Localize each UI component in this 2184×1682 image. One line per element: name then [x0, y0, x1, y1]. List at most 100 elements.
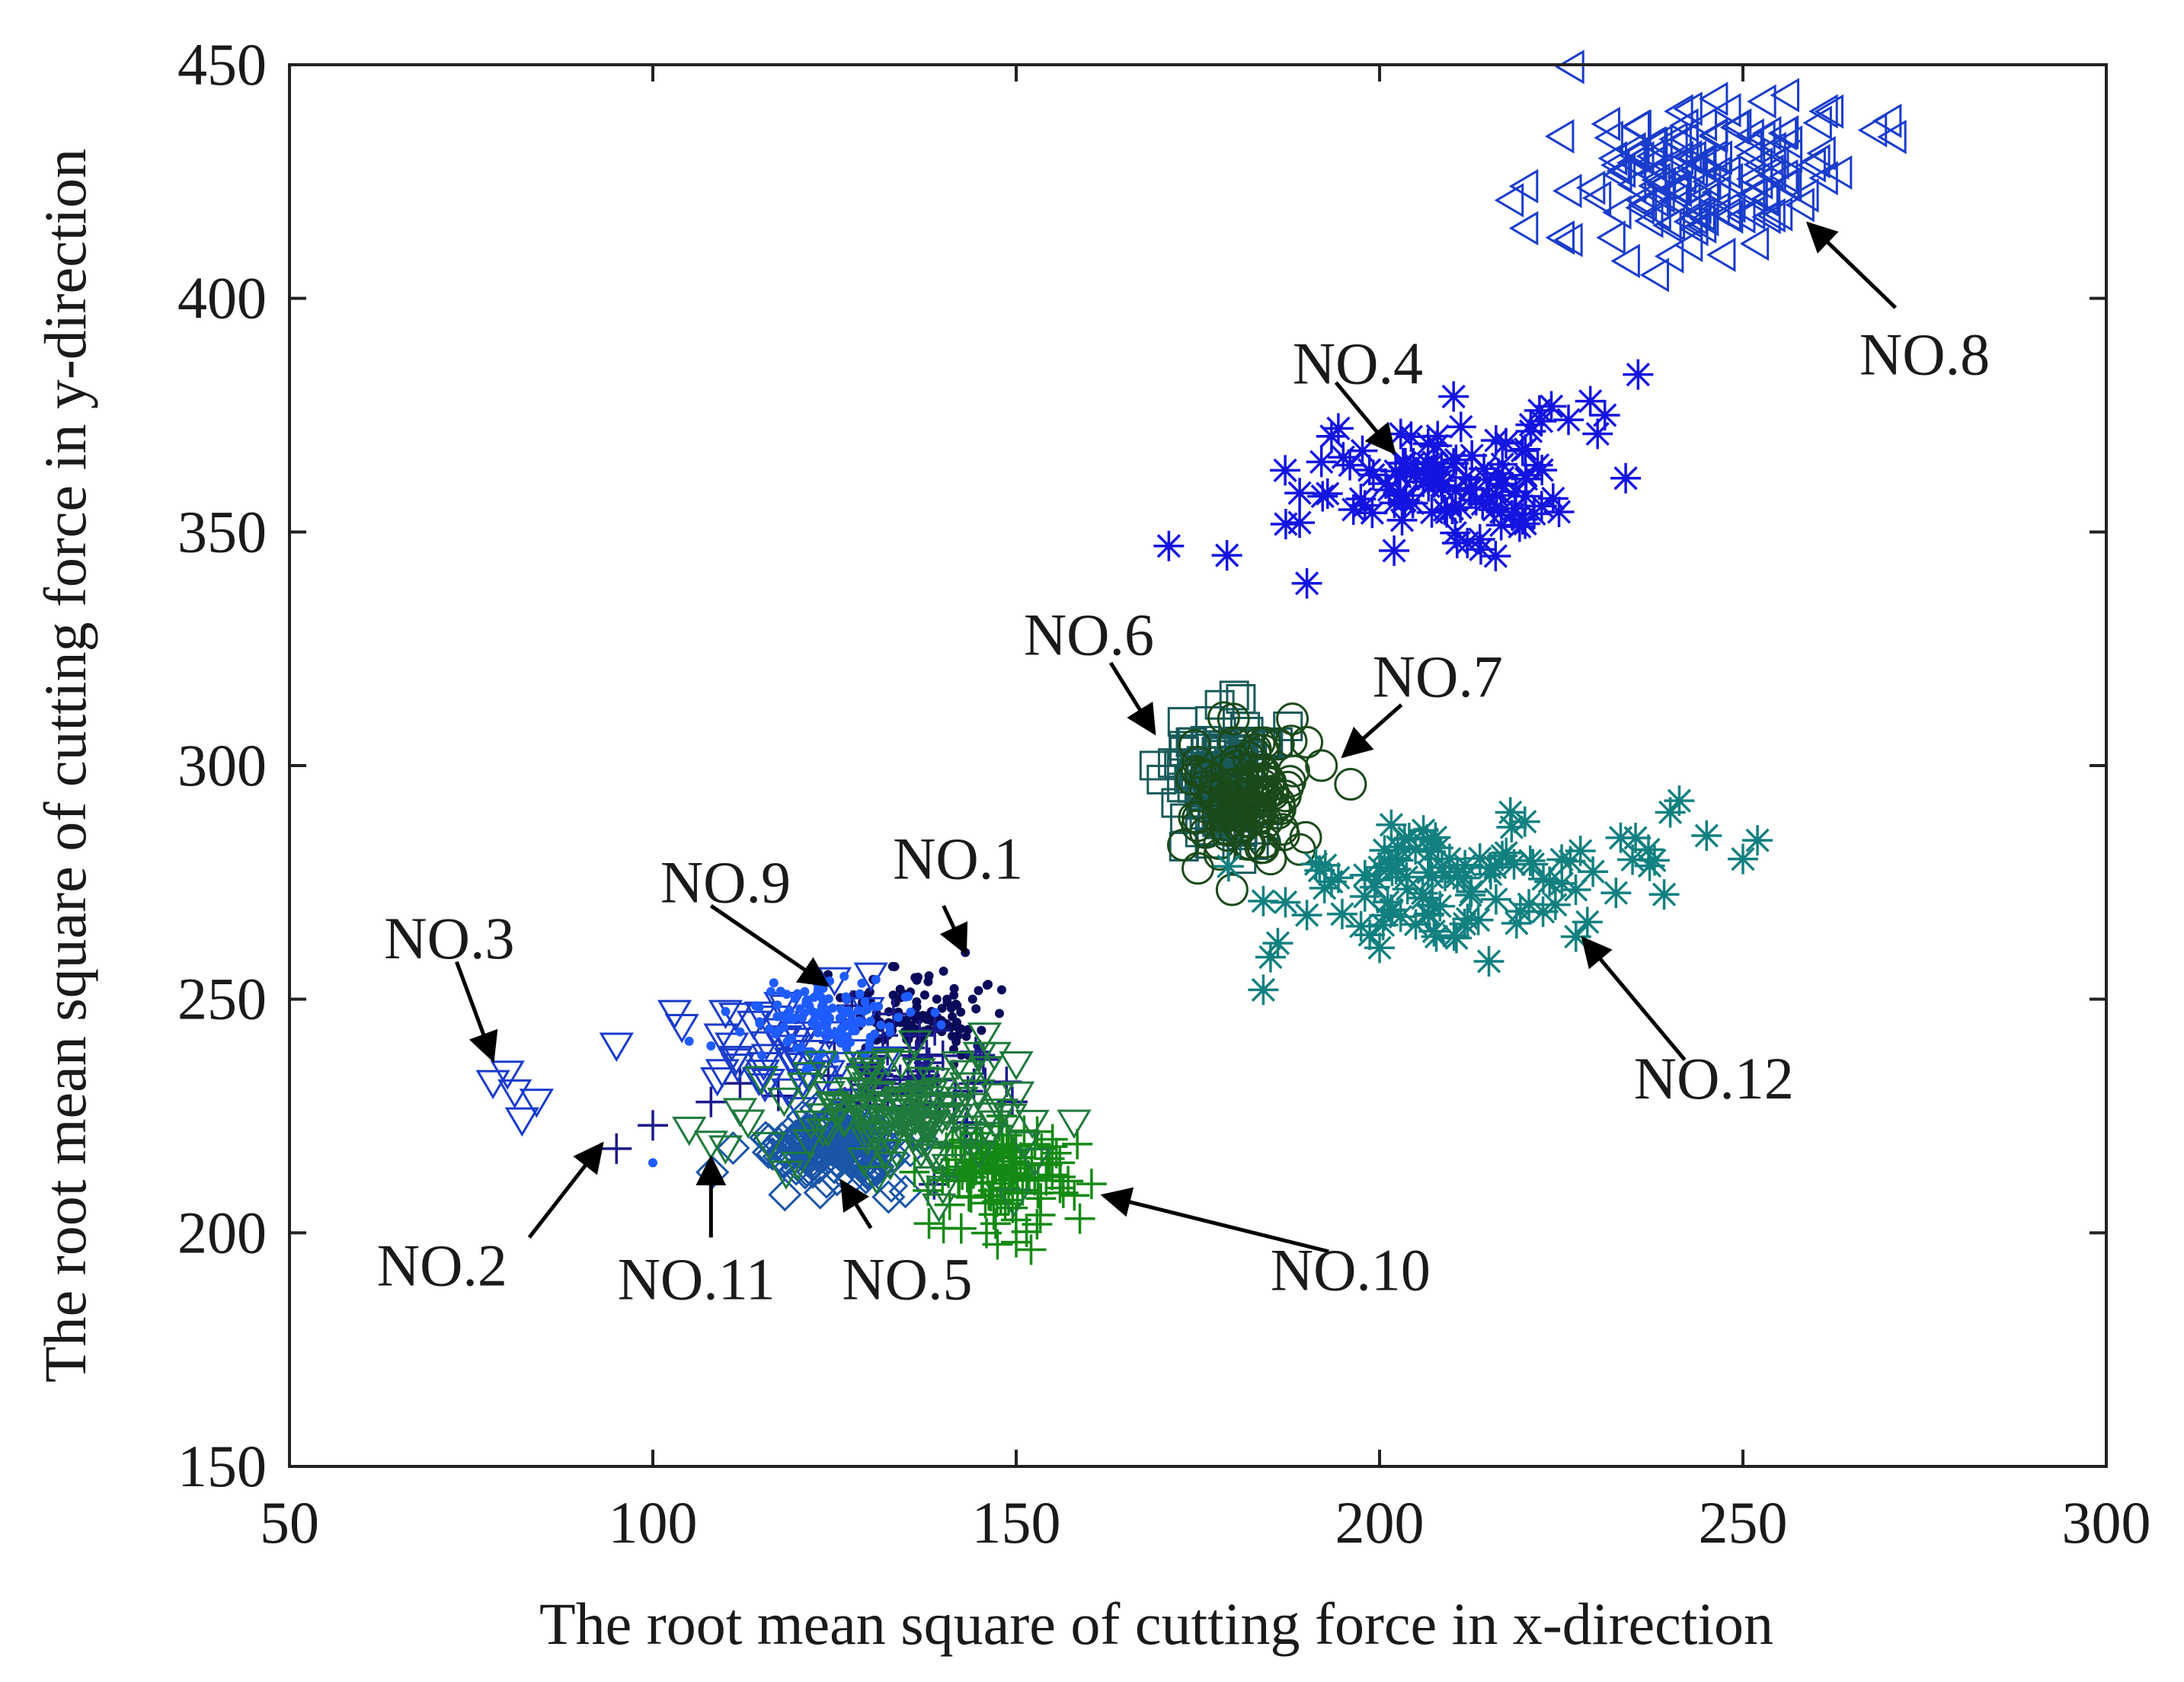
data-point [1427, 472, 1458, 504]
data-point [997, 1192, 1028, 1223]
data-point [949, 983, 959, 993]
data-point [1207, 785, 1241, 819]
data-point [913, 1166, 948, 1196]
data-point [907, 1114, 942, 1144]
data-point [1526, 491, 1557, 522]
data-point [706, 1041, 716, 1050]
data-point [1221, 790, 1255, 823]
data-point [836, 1023, 846, 1033]
data-point [795, 1155, 830, 1189]
data-point [1735, 161, 1766, 197]
x-tick-label: 50 [260, 1489, 319, 1556]
y-tick-label: 250 [177, 966, 267, 1032]
data-point [766, 1087, 801, 1118]
annotation-label: NO.7 [1373, 643, 1503, 709]
data-point [973, 1121, 1008, 1152]
series-no4 [1153, 359, 1654, 599]
data-point [791, 1129, 827, 1159]
data-point [1460, 484, 1492, 516]
data-point [1756, 198, 1786, 233]
data-point [839, 971, 849, 981]
data-point [1225, 769, 1258, 803]
data-point [1814, 94, 1843, 129]
data-point [1768, 158, 1799, 194]
data-point [1291, 568, 1322, 599]
data-point [1305, 749, 1338, 782]
data-point [996, 985, 1006, 995]
data-point [1742, 825, 1773, 856]
data-point [874, 1169, 909, 1203]
data-point [731, 1109, 766, 1139]
data-point [1735, 138, 1766, 173]
data-point [1418, 916, 1450, 947]
data-point [1575, 170, 1606, 206]
annotation-label: NO.12 [1634, 1045, 1794, 1111]
data-point [1808, 161, 1838, 196]
data-point [862, 1005, 872, 1015]
data-point [1510, 433, 1541, 465]
data-point [1041, 1137, 1072, 1169]
data-point [876, 1020, 886, 1030]
data-point [895, 984, 905, 994]
data-point [897, 1106, 933, 1136]
data-point [904, 1129, 939, 1159]
data-point [1699, 117, 1728, 152]
data-point [1514, 845, 1546, 876]
data-point [936, 1020, 946, 1030]
data-point [1739, 226, 1770, 261]
data-point [1438, 381, 1469, 412]
data-point [1047, 1177, 1079, 1208]
data-point [1266, 813, 1300, 846]
data-point [851, 1072, 886, 1102]
data-point [977, 1025, 986, 1035]
data-point [1602, 195, 1632, 230]
x-tick-label: 250 [1699, 1489, 1788, 1556]
data-point [1349, 859, 1380, 891]
data-point [1673, 91, 1703, 126]
annotation-label: NO.11 [618, 1246, 775, 1313]
data-point [1751, 116, 1782, 151]
data-point [1309, 849, 1341, 881]
data-point [1632, 834, 1664, 865]
data-point [844, 1104, 879, 1134]
annotation-arrow [455, 961, 498, 1063]
data-point [1673, 228, 1703, 263]
data-point [900, 992, 910, 1002]
data-point [999, 1081, 1035, 1111]
data-point [923, 977, 933, 986]
data-point [1591, 107, 1620, 142]
data-point [1572, 907, 1603, 938]
annotation-arrow [1581, 935, 1687, 1062]
data-point [931, 1153, 966, 1184]
data-point [833, 1077, 868, 1107]
data-point [951, 999, 961, 1009]
data-point [1007, 1130, 1042, 1161]
data-point [1379, 488, 1410, 519]
data-point [1396, 421, 1427, 452]
data-point [755, 1018, 765, 1028]
data-point [884, 1050, 919, 1080]
data-point [1076, 1169, 1107, 1200]
data-point [1527, 896, 1559, 927]
data-point [914, 1140, 950, 1170]
data-point [1412, 463, 1444, 494]
data-point [953, 1181, 984, 1212]
annotation-label: NO.4 [1293, 331, 1423, 397]
y-tick-label: 300 [177, 732, 267, 798]
data-point [1536, 391, 1567, 422]
data-point [1022, 1209, 1053, 1240]
data-point [1312, 478, 1343, 510]
data-point [813, 988, 823, 998]
data-point [1728, 843, 1758, 875]
data-point [999, 1051, 1034, 1081]
data-point [1015, 1234, 1047, 1265]
data-point [1467, 488, 1498, 520]
data-point [1806, 136, 1836, 171]
annotation-label: NO.8 [1859, 321, 1990, 387]
data-point [1009, 1115, 1040, 1146]
data-point [844, 1006, 854, 1015]
data-point [1735, 195, 1766, 231]
data-point [1610, 462, 1642, 494]
series-no7 [1166, 701, 1367, 907]
data-point [1273, 711, 1303, 742]
